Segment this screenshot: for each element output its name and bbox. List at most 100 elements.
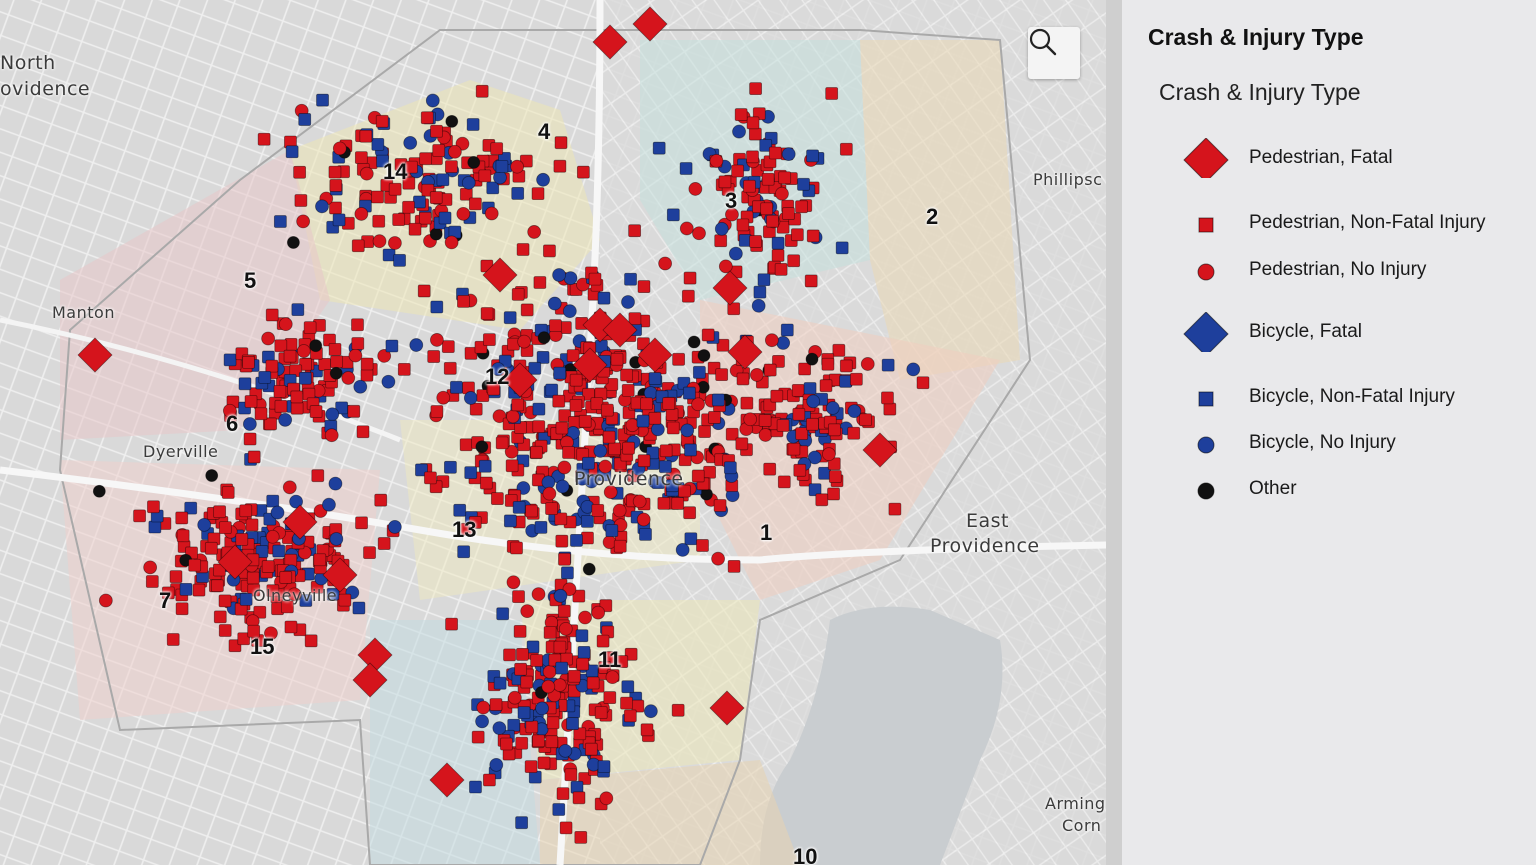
crash-marker[interactable]: [402, 176, 416, 190]
crash-marker[interactable]: [658, 256, 673, 271]
crash-marker[interactable]: [133, 509, 146, 523]
crash-marker[interactable]: [692, 365, 706, 379]
crash-marker[interactable]: [758, 428, 773, 442]
crash-marker[interactable]: [692, 226, 706, 241]
crash-marker[interactable]: [516, 243, 530, 256]
crash-marker[interactable]: [430, 300, 444, 314]
crash-marker[interactable]: [531, 187, 545, 201]
crash-marker[interactable]: [425, 93, 440, 108]
crash-marker[interactable]: [329, 201, 342, 215]
crash-marker[interactable]: [245, 518, 259, 532]
crash-marker[interactable]: [768, 146, 782, 160]
crash-marker[interactable]: [242, 355, 255, 369]
crash-marker[interactable]: [360, 368, 374, 382]
crash-marker[interactable]: [549, 319, 562, 333]
crash-marker[interactable]: [805, 417, 819, 431]
crash-marker[interactable]: [569, 373, 583, 387]
crash-marker[interactable]: [553, 159, 567, 173]
crash-marker[interactable]: [575, 629, 589, 643]
crash-marker[interactable]: [273, 215, 287, 228]
crash-marker[interactable]: [562, 582, 577, 597]
crash-marker[interactable]: [648, 372, 662, 385]
crash-marker[interactable]: [555, 661, 569, 675]
crash-marker[interactable]: [552, 268, 566, 282]
crash-marker[interactable]: [652, 141, 666, 155]
crash-marker[interactable]: [560, 566, 574, 580]
crash-marker[interactable]: [492, 409, 507, 424]
crash-marker[interactable]: [264, 417, 277, 431]
crash-marker[interactable]: [318, 358, 332, 371]
crash-marker[interactable]: [632, 494, 647, 509]
crash-marker[interactable]: [562, 446, 575, 459]
crash-marker[interactable]: [496, 607, 510, 621]
crash-marker[interactable]: [727, 560, 741, 573]
crash-marker[interactable]: [296, 344, 311, 358]
crash-marker[interactable]: [254, 407, 268, 421]
crash-marker[interactable]: [98, 593, 113, 608]
crash-marker[interactable]: [684, 443, 697, 457]
crash-marker[interactable]: [503, 648, 516, 662]
crash-marker[interactable]: [552, 394, 566, 408]
crash-marker[interactable]: [238, 377, 252, 391]
crash-marker[interactable]: [77, 337, 113, 373]
crash-marker[interactable]: [535, 701, 549, 716]
crash-marker[interactable]: [145, 575, 159, 588]
crash-marker[interactable]: [683, 506, 697, 520]
crash-marker[interactable]: [666, 421, 680, 435]
crash-marker[interactable]: [715, 368, 729, 382]
crash-marker[interactable]: [482, 333, 496, 347]
crash-marker[interactable]: [602, 312, 638, 348]
crash-marker[interactable]: [766, 214, 779, 228]
crash-marker[interactable]: [847, 404, 862, 419]
crash-marker[interactable]: [478, 169, 492, 183]
crash-marker[interactable]: [640, 397, 653, 411]
crash-marker[interactable]: [510, 541, 523, 555]
crash-marker[interactable]: [480, 307, 494, 320]
crash-marker[interactable]: [712, 270, 748, 306]
crash-marker[interactable]: [628, 312, 642, 326]
crash-marker[interactable]: [515, 816, 529, 830]
crash-marker[interactable]: [847, 426, 861, 440]
crash-marker[interactable]: [749, 235, 762, 248]
crash-marker[interactable]: [759, 138, 773, 152]
crash-marker[interactable]: [621, 383, 635, 397]
crash-marker[interactable]: [258, 370, 272, 384]
crash-marker[interactable]: [516, 648, 529, 661]
crash-marker[interactable]: [752, 107, 766, 121]
crash-marker[interactable]: [520, 675, 534, 689]
crash-marker[interactable]: [471, 730, 485, 744]
crash-marker[interactable]: [691, 397, 705, 412]
crash-marker[interactable]: [530, 654, 544, 667]
crash-marker[interactable]: [835, 241, 849, 255]
crash-marker[interactable]: [650, 422, 665, 437]
crash-marker[interactable]: [603, 485, 618, 499]
crash-marker[interactable]: [351, 337, 365, 350]
crash-marker[interactable]: [732, 124, 746, 139]
crash-marker[interactable]: [906, 362, 921, 377]
crash-marker[interactable]: [176, 529, 190, 543]
crash-marker[interactable]: [527, 225, 542, 239]
crash-marker[interactable]: [881, 391, 894, 405]
crash-marker[interactable]: [603, 691, 617, 704]
crash-marker[interactable]: [279, 571, 293, 584]
crash-marker[interactable]: [805, 352, 819, 366]
crash-marker[interactable]: [578, 610, 592, 625]
crash-marker[interactable]: [621, 295, 635, 309]
crash-marker[interactable]: [546, 716, 560, 730]
crash-marker[interactable]: [374, 493, 388, 507]
crash-marker[interactable]: [489, 757, 504, 772]
crash-marker[interactable]: [728, 246, 743, 261]
crash-marker[interactable]: [776, 336, 791, 350]
crash-marker[interactable]: [283, 349, 297, 363]
map-canvas[interactable]: [0, 0, 1106, 865]
crash-marker[interactable]: [430, 405, 444, 418]
crash-marker[interactable]: [270, 505, 285, 520]
crash-marker[interactable]: [161, 586, 175, 600]
crash-marker[interactable]: [553, 366, 567, 380]
crash-marker[interactable]: [204, 541, 218, 555]
crash-marker[interactable]: [570, 534, 583, 547]
crash-marker[interactable]: [484, 206, 499, 221]
crash-marker[interactable]: [525, 720, 539, 734]
crash-marker[interactable]: [322, 497, 336, 512]
crash-marker[interactable]: [247, 450, 261, 464]
